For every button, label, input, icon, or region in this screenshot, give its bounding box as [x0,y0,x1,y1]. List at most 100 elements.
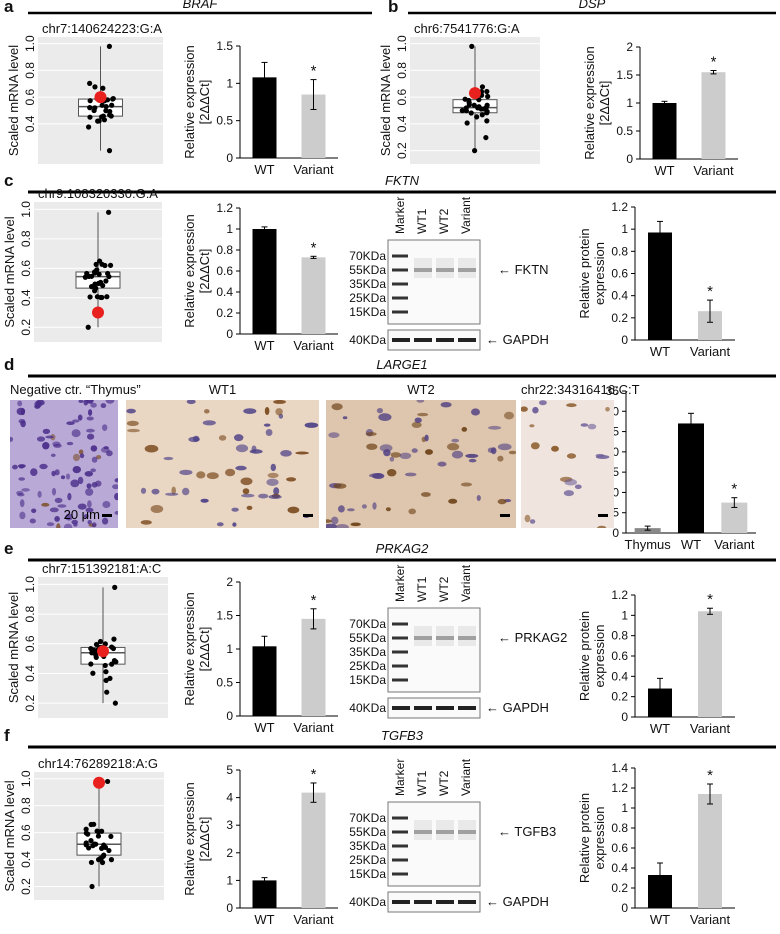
data-point [88,661,94,667]
data-point [95,833,102,839]
gapdh-band [436,338,454,342]
marker-label: 55KDa [349,263,386,277]
tick-label: 0 [226,151,233,165]
gapdh-band [414,338,432,342]
significance-star: * [311,592,317,609]
cell [91,456,98,463]
category-label: WT [254,912,274,927]
significance-star: * [707,767,713,784]
cell [126,420,139,426]
bar-variant [698,611,722,717]
cell [411,448,418,453]
cell [243,408,257,414]
cell [151,488,160,495]
cell [468,458,477,463]
tick-label: 0 [226,709,233,723]
box-tick-label: 0.2 [23,694,37,711]
cell [202,420,216,426]
tick-label: 0 [621,333,628,347]
bar-wt [252,880,277,908]
category-label: Variant [293,912,334,927]
category-label: WT [254,338,274,353]
data-point [103,669,109,675]
cell [331,516,339,525]
data-point [96,271,102,277]
cell [497,498,507,505]
data-point [93,261,99,267]
panel-letter: c [4,171,13,190]
significance-star: * [311,766,317,783]
cell [30,468,38,476]
tick-label: 0.4 [611,669,628,683]
gapdh-membrane [387,329,481,351]
cell [390,452,401,458]
cell [529,519,536,524]
cell [487,447,495,453]
cell [51,470,56,477]
data-point [88,838,94,844]
data-point [88,273,95,279]
data-point [103,108,109,114]
cell [338,505,345,513]
cell [126,408,136,414]
tick-label: 0.5 [216,114,233,128]
data-point [102,662,108,669]
protein-bar-chart: 0 0.2 0.4 0.6 0.8 1 1.2 1.4 Relative protein expr… [577,761,735,927]
cell [264,407,270,415]
data-point [105,209,112,215]
gapdh-band [392,900,410,904]
significance-star: * [711,54,717,71]
bar-wt [252,646,277,716]
tick-label: 1.5 [616,68,633,82]
cell [86,483,92,489]
data-point [106,43,113,49]
tick-label: 0 [226,327,233,341]
data-point [110,645,117,652]
cell [79,453,85,459]
lane-label: Variant [459,758,473,796]
cell [580,423,589,427]
cell [295,451,309,455]
qpcr-bar-chart: 0 0.2 0.4 0.6 0.8 1 1.2 Relative expression [2ΔΔ… [182,201,338,353]
tick-label: 2 [226,575,233,589]
y-axis-label: [2ΔΔCt] [197,249,212,294]
cell [85,507,94,513]
bar-wt [652,103,677,159]
gapdh-band [458,338,476,342]
data-point [484,118,490,124]
data-point [112,584,118,590]
tick-label: 0 [621,710,628,724]
background-smear [458,820,476,840]
tick-label: 0 [226,901,233,915]
variant-point [94,91,107,104]
cell [304,422,319,428]
cell [46,522,55,527]
cell [31,508,37,514]
loading-label: ← GAPDH [486,700,549,715]
tissue-texture [7,396,121,531]
cell [323,523,337,529]
data-point [99,114,105,120]
cell [85,488,94,496]
cell [60,475,66,480]
cell [574,484,582,490]
tissue-texture [520,400,610,531]
tissue-texture [321,398,517,532]
cell [182,487,190,496]
variant-point [97,645,109,658]
tick-label: 0.5 [216,676,233,690]
tick-label: 1.5 [216,39,233,53]
cell [520,406,528,412]
tick-label: 0.2 [611,690,628,704]
category-label: Variant [714,537,755,552]
marker-label: 70KDa [349,811,386,825]
gene-title: PRKAG2 [376,541,430,556]
cell [67,492,72,501]
variant-label: chr6:7541776:G:A [414,21,520,36]
tick-label: 0.6 [216,264,233,278]
cell [114,511,121,515]
panel-letter: f [4,726,10,745]
cell [77,414,83,421]
cell [51,487,57,496]
cell [416,398,425,403]
